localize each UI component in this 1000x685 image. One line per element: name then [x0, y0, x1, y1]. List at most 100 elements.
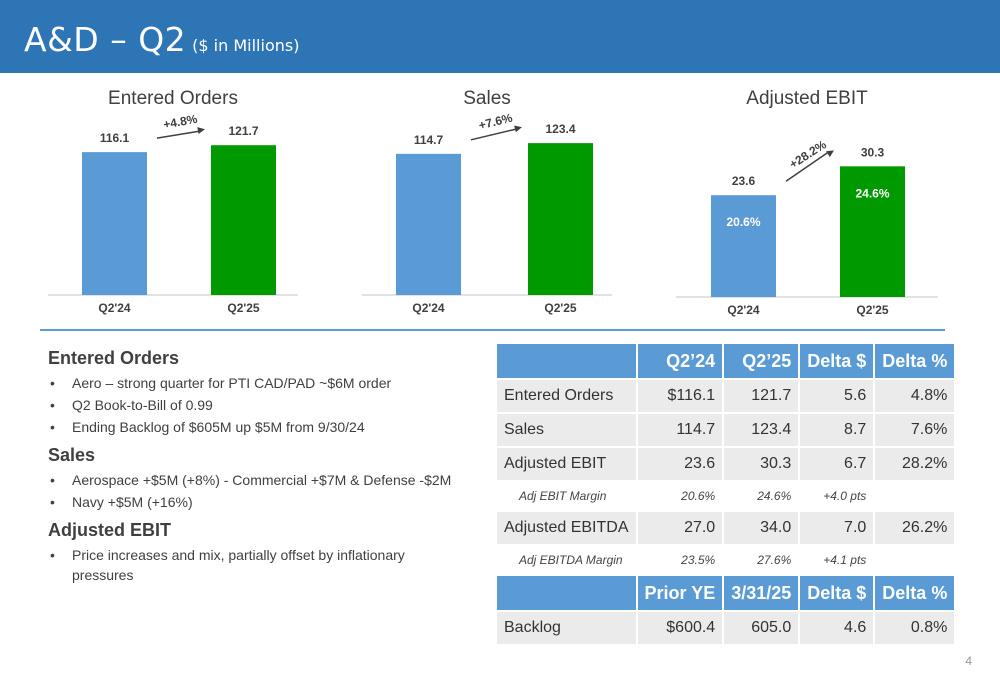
bar-inner-label: 24.6%: [855, 186, 889, 200]
change-arrow-head: [197, 127, 205, 134]
notes-bullet: Aero – strong quarter for PTI CAD/PAD ~$…: [48, 373, 458, 393]
x-tick-label: Q2'25: [544, 301, 577, 315]
change-arrow-line: [156, 130, 200, 139]
table-row: Sales 114.7 123.4 8.7 7.6%: [497, 414, 955, 446]
table-cell: 7.6%: [875, 414, 955, 446]
page-title-subtitle: ($ in Millions): [192, 36, 300, 55]
notes-bullet: Ending Backlog of $605M up $5M from 9/30…: [48, 417, 458, 437]
table-row: Adj EBIT Margin 20.6% 24.6% +4.0 pts: [497, 482, 955, 510]
table-cell: 5.6: [800, 380, 874, 412]
table-cell: 6.7: [800, 448, 874, 480]
bar-q225: [528, 143, 593, 295]
table-cell: 4.8%: [875, 380, 955, 412]
change-arrow-head: [514, 125, 522, 133]
table-cell: 23.5%: [637, 546, 723, 574]
table-cell: 30.3: [724, 448, 799, 480]
table-row-label: Adjusted EBITDA: [497, 512, 636, 544]
table-cell: 24.6%: [724, 482, 799, 510]
table-row-label: Sales: [497, 414, 636, 446]
table-cell: 27.0: [637, 512, 723, 544]
table-header-row: Prior YE 3/31/25 Delta $ Delta %: [497, 576, 955, 610]
table-cell: 4.6: [800, 612, 874, 644]
change-arrow: [156, 127, 205, 139]
table-cell: 28.2%: [875, 448, 955, 480]
change-label: +7.6%: [477, 111, 514, 133]
table-row-label: Entered Orders: [497, 380, 636, 412]
page-title-main: A&D – Q2: [24, 20, 187, 59]
table-cell: 121.7: [724, 380, 799, 412]
x-tick-label: Q2'25: [856, 303, 889, 317]
chart-title: Entered Orders: [108, 88, 238, 109]
x-tick-label: Q2'25: [227, 301, 260, 315]
table-header-cell: Delta %: [875, 344, 955, 378]
data-label: 121.7: [228, 124, 258, 138]
change-arrow: [785, 150, 834, 182]
table-cell: 605.0: [724, 612, 799, 644]
table-row: Backlog $600.4 605.0 4.6 0.8%: [497, 612, 955, 644]
section-divider: [40, 329, 945, 331]
table-row-label: Backlog: [497, 612, 636, 644]
table-cell: +4.0 pts: [800, 482, 874, 510]
table-row: Adjusted EBITDA 27.0 34.0 7.0 26.2%: [497, 512, 955, 544]
table-cell: [875, 482, 955, 510]
table-header-cell: Delta $: [800, 344, 874, 378]
notes-heading: Sales: [48, 445, 96, 465]
table-cell: +4.1 pts: [800, 546, 874, 574]
table-cell: $116.1: [637, 380, 723, 412]
table-cell: 114.7: [637, 414, 723, 446]
table-cell: 27.6%: [724, 546, 799, 574]
notes-bullet: Aerospace +$5M (+8%) - Commercial +$7M &…: [48, 470, 458, 490]
change-label: +4.8%: [162, 112, 199, 132]
table-cell: 26.2%: [875, 512, 955, 544]
table-cell: $600.4: [637, 612, 723, 644]
change-arrow-line: [470, 128, 517, 141]
sales-chart-svg: 114.7 Q2'24 123.4 Q2'25 +7.6%: [362, 111, 612, 315]
table-cell: 7.0: [800, 512, 874, 544]
table-row: Adj EBITDA Margin 23.5% 27.6% +4.1 pts: [497, 546, 955, 574]
table-header-cell: 3/31/25: [724, 576, 799, 610]
change-arrow: [470, 125, 522, 141]
table-cell: 0.8%: [875, 612, 955, 644]
notes-bullet: Q2 Book-to-Bill of 0.99: [48, 395, 458, 415]
table-cell: [875, 546, 955, 574]
notes-bullet-list: Price increases and mix, partially offse…: [48, 545, 458, 585]
title-bar: A&D – Q2 ($ in Millions): [0, 0, 1000, 73]
table-header-blank: [497, 344, 636, 378]
page-title: A&D – Q2 ($ in Millions): [24, 20, 299, 59]
notes-bullet-list: Aero – strong quarter for PTI CAD/PAD ~$…: [48, 373, 458, 437]
bar-inner-label: 20.6%: [726, 215, 760, 229]
change-arrow-head: [826, 150, 834, 158]
change-arrow-line: [785, 151, 829, 182]
table-cell: 34.0: [724, 512, 799, 544]
notes-bullet: Navy +$5M (+16%): [48, 492, 458, 512]
table-header-cell: Q2’25: [724, 344, 799, 378]
notes-heading: Entered Orders: [48, 348, 180, 368]
table-row-label: Adj EBIT Margin: [497, 482, 636, 510]
table-header-cell: Delta %: [875, 576, 955, 610]
table-cell: 8.7: [800, 414, 874, 446]
notes-bullet-list: Aerospace +$5M (+8%) - Commercial +$7M &…: [48, 470, 458, 512]
commentary-notes: Entered Orders Aero – strong quarter for …: [48, 348, 458, 593]
table-header-row: Q2’24 Q2’25 Delta $ Delta %: [497, 344, 955, 378]
x-tick-label: Q2'24: [412, 301, 445, 315]
table-header-cell: Prior YE: [637, 576, 723, 610]
x-tick-label: Q2'24: [98, 301, 131, 315]
table-row-label: Adjusted EBIT: [497, 448, 636, 480]
sales-chart: Sales 114.7 Q2'24 123.4 Q2'25 +7.6%: [362, 88, 612, 328]
table-header-cell: Delta $: [800, 576, 874, 610]
bar-q225: [211, 145, 276, 295]
x-tick-label: Q2'24: [727, 303, 760, 317]
bar-q224: [711, 195, 776, 297]
table-row: Entered Orders $116.1 121.7 5.6 4.8%: [497, 380, 955, 412]
entered-orders-chart: Entered Orders 116.1 Q2'24 121.7 Q2'25 +4.8%: [48, 88, 298, 328]
table-header-blank: [497, 576, 636, 610]
notes-bullet: Price increases and mix, partially offse…: [48, 545, 458, 585]
data-label: 23.6: [732, 174, 756, 188]
bar-q224: [396, 153, 461, 295]
data-label: 116.1: [100, 131, 130, 145]
table-cell: 20.6%: [637, 482, 723, 510]
table-row-label: Adj EBITDA Margin: [497, 546, 636, 574]
bar-q225: [840, 166, 905, 297]
financial-summary-table: Q2’24 Q2’25 Delta $ Delta % Entered Orders $1…: [495, 342, 956, 646]
